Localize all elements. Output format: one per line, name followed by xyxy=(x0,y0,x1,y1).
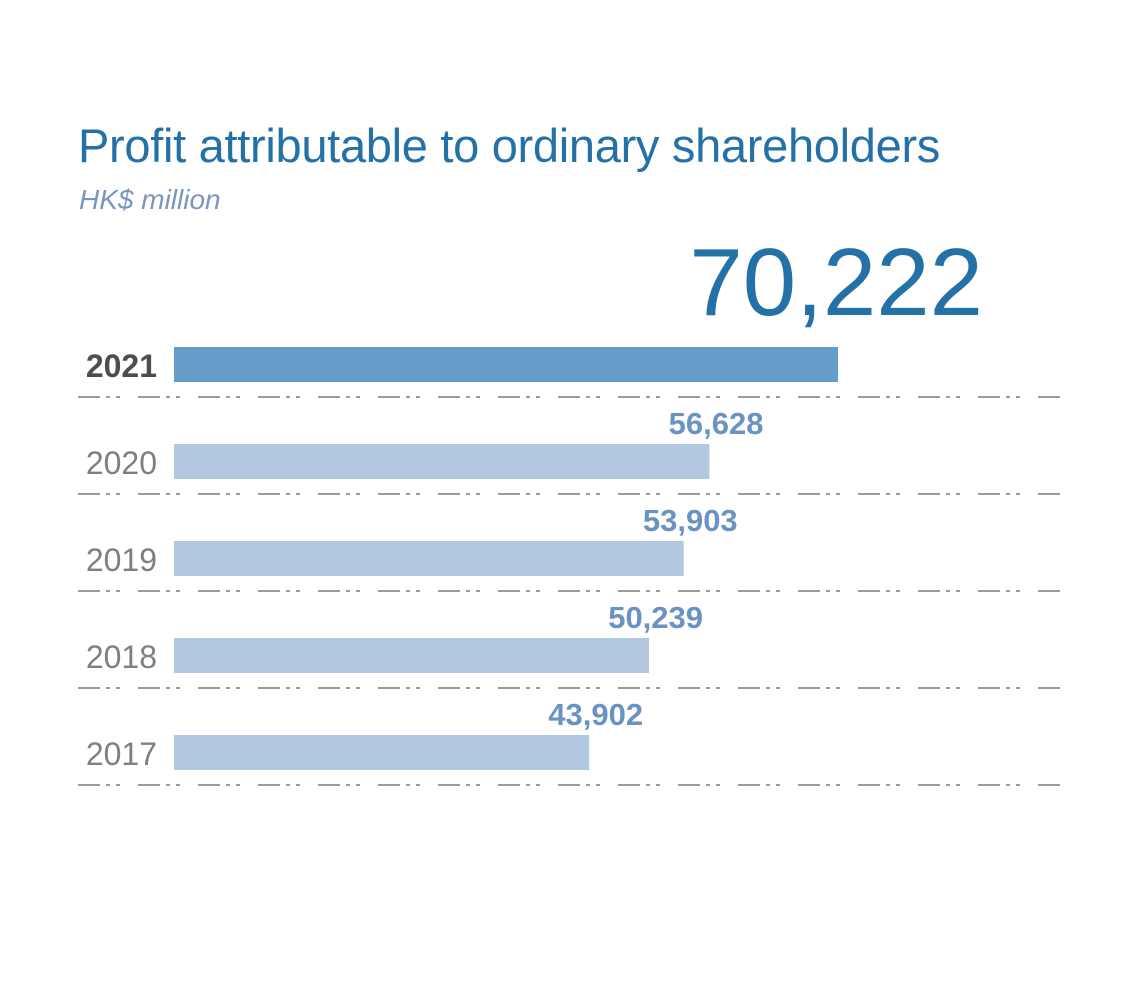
year-label-2021: 2021 xyxy=(86,348,157,384)
chart-title: Profit attributable to ordinary sharehol… xyxy=(78,119,940,172)
year-label-2018: 2018 xyxy=(86,639,157,675)
value-label-2017: 43,902 xyxy=(548,697,643,732)
value-label-2021: 70,222 xyxy=(689,229,983,336)
bar-2019 xyxy=(174,541,684,576)
bar-2017 xyxy=(174,735,590,770)
bar-2018 xyxy=(174,638,650,673)
value-label-2019: 53,903 xyxy=(643,503,738,538)
chart-subtitle: HK$ million xyxy=(79,184,221,215)
bar-2021 xyxy=(174,347,838,382)
year-label-2017: 2017 xyxy=(86,736,157,772)
year-label-2020: 2020 xyxy=(86,445,157,481)
bar-2020 xyxy=(174,444,710,479)
value-label-2018: 50,239 xyxy=(608,600,703,635)
year-label-2019: 2019 xyxy=(86,542,157,578)
value-label-2020: 56,628 xyxy=(669,406,764,441)
